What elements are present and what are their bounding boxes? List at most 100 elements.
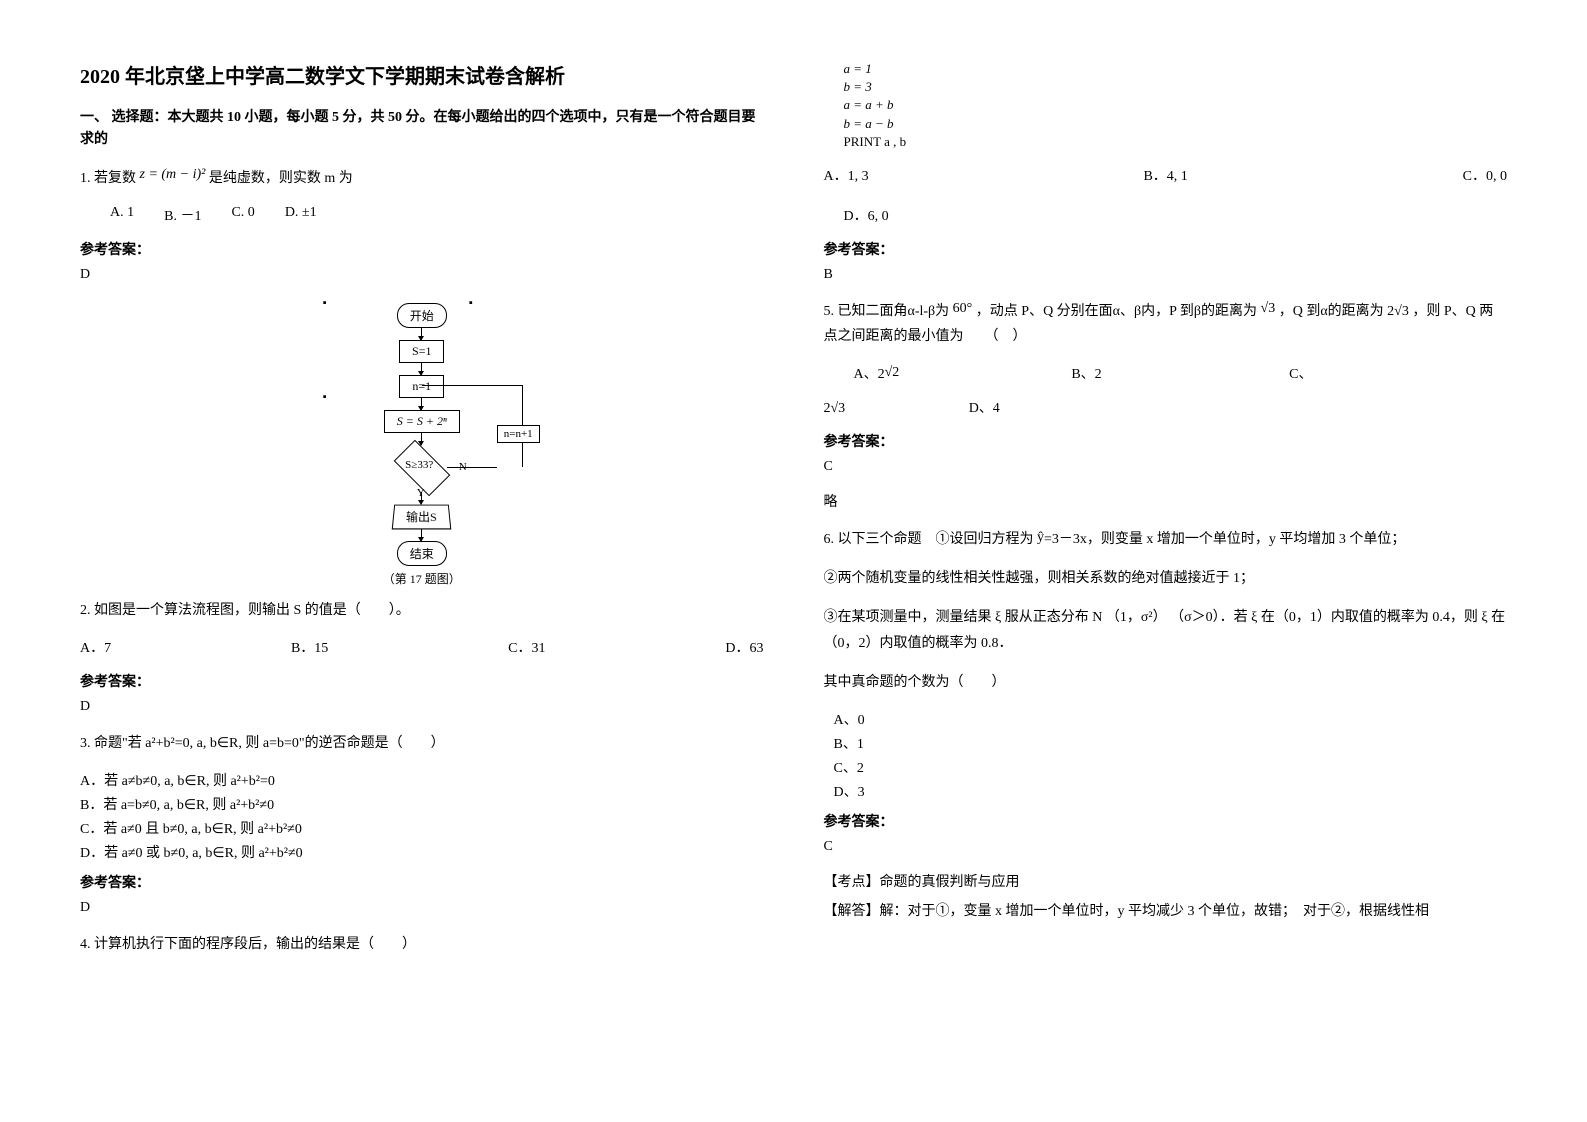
q2-opt-b: B．15 [291,637,328,657]
q2-answer: D [80,699,764,715]
q4-code: a = 1 b = 3 a = a + b b = a − b PRINT a … [844,60,1508,151]
q6-point: 【考点】命题的真假判断与应用 [824,871,1508,891]
q4-opt-d: D．6, 0 [844,205,1508,225]
q3-opt-b: B．若 a=b≠0, a, b∈R, 则 a²+b²≠0 [80,794,764,814]
q2-options: A．7 B．15 C．31 D．63 [80,637,764,657]
q6-s4: 其中真命题的个数为（ ） [824,670,1508,695]
fc-arr [421,492,422,504]
q2-answer-label: 参考答案： [80,671,764,691]
q1-answer-label: 参考答案： [80,239,764,259]
q6-opt-d: D、3 [834,781,1508,801]
q5-opt-b: B、2 [1071,363,1289,383]
q6-solution: 【解答】解：对于①，变量 x 增加一个单位时，y 平均减少 3 个单位，故错； … [824,899,1508,924]
fc-arr [421,328,422,340]
q4-answer-label: 参考答案： [824,239,1508,259]
code-l2: b = 3 [844,78,1508,96]
q6-point-text: 命题的真假判断与应用 [880,875,1020,890]
q5-opt-c: C、 [1289,363,1507,383]
fc-line-n [447,467,497,468]
fc-start: 开始 [397,303,447,328]
q1-stem-pre: 1. 若复数 [80,171,140,186]
q1-formula: z = (m − i)² [140,167,206,182]
q6-sol-text: 解：对于①，变量 x 增加一个单位时，y 平均减少 3 个单位，故错； 对于②，… [880,904,1430,919]
code-l1: a = 1 [844,60,1508,78]
q3-opt-d: D．若 a≠0 或 b≠0, a, b∈R, 则 a²+b²≠0 [80,842,764,862]
q6-point-label: 【考点】 [824,875,880,890]
left-column: 2020 年北京垡上中学高二数学文下学期期末试卷含解析 一、 选择题：本大题共 … [80,60,764,1062]
q2-opt-a: A．7 [80,637,111,657]
q6-opt-b: B、1 [834,733,1508,753]
code-l4: b = a − b [844,115,1508,133]
section-header: 一、 选择题：本大题共 10 小题，每小题 5 分，共 50 分。在每小题给出的… [80,107,764,152]
fc-step: S = S + 2ⁿ [384,410,460,433]
q3-answer: D [80,900,764,916]
question-6: 6. 以下三个命题 ①设回归方程为 ŷ=3－3x，则变量 x 增加一个单位时，y… [824,527,1508,552]
q4-opt-c: C．0, 0 [1463,165,1507,191]
q5-brief: 略 [824,491,1508,511]
fc-line-back [422,385,522,386]
fc-line-up2 [522,385,523,425]
q4-opt-a: A．1, 3 [824,165,869,191]
fc-s1: S=1 [399,340,444,363]
q1-opt-b: B. －1 [164,205,201,225]
code-l5: PRINT a , b [844,133,1508,151]
fc-out: 输出S [392,505,451,530]
q1-opt-d: D. ±1 [285,205,317,225]
question-1: 1. 若复数 z = (m − i)² 是纯虚数，则实数 m 为 [80,166,764,191]
fc-dots-right: ▪ [469,297,471,309]
q5-d1: √3 [1261,301,1276,316]
fc-inc: n=n+1 [497,425,540,443]
fc-dots-left: ▪ [323,297,325,309]
fc-arr [421,363,422,375]
q5-opt-d: D、4 [969,401,1000,416]
right-column: a = 1 b = 3 a = a + b b = a − b PRINT a … [824,60,1508,1062]
q5-sb: ，动点 P、Q 分别在面α、β内，P 到β的距离为 [972,304,1260,319]
q5-opt-a: A、2√2 [854,363,1072,383]
q3-opt-a: A．若 a≠b≠0, a, b∈R, 则 a²+b²=0 [80,770,764,790]
fc-n1: n=1 [399,375,444,398]
q1-stem-post: 是纯虚数，则实数 m 为 [209,171,353,186]
fc-line-up1 [522,443,523,467]
fc-caption: （第 17 题图） [383,570,461,587]
q1-options: A. 1 B. －1 C. 0 D. ±1 [110,205,764,225]
q6-s3: ③在某项测量中，测量结果 ξ 服从正态分布 N （1，σ²） （σ＞0）．若 ξ… [824,605,1508,655]
q4-options: A．1, 3 B．4, 1 C．0, 0 [824,165,1508,191]
question-4: 4. 计算机执行下面的程序段后，输出的结果是（ ） [80,932,764,957]
question-5: 5. 已知二面角α-l-β为 60° ，动点 P、Q 分别在面α、β内，P 到β… [824,299,1508,349]
q3-opt-c: C．若 a≠0 且 b≠0, a, b∈R, 则 a²+b²≠0 [80,818,764,838]
q2-opt-c: C．31 [508,637,545,657]
fc-arr [421,433,422,445]
question-2: 2. 如图是一个算法流程图，则输出 S 的值是（ ）。 [80,598,764,623]
q5-options-row2: 2√3 D、4 [824,397,1508,417]
q5-angle: 60° [953,301,973,316]
fc-end: 结束 [397,541,447,566]
q4-answer: B [824,267,1508,283]
q6-answer-label: 参考答案： [824,811,1508,831]
q6-s2: ②两个随机变量的线性相关性越强，则相关系数的绝对值越接近于 1； [824,566,1508,591]
q6-s1: 6. 以下三个命题 ①设回归方程为 [824,532,1038,547]
fc-arr [421,529,422,541]
fc-dots-left2: ▪ [323,391,325,403]
q6-s1b: =3－3x，则变量 x 增加一个单位时，y 平均增加 3 个单位； [1044,532,1405,547]
question-3: 3. 命题"若 a²+b²=0, a, b∈R, 则 a=b=0"的逆否命题是（… [80,731,764,756]
code-l3: a = a + b [844,96,1508,114]
q1-opt-c: C. 0 [231,205,254,225]
q6-yhat: ŷ [1037,530,1044,545]
q2-opt-d: D．63 [725,637,763,657]
q6-opt-c: C、2 [834,757,1508,777]
q5-answer-label: 参考答案： [824,431,1508,451]
q1-answer: D [80,267,764,283]
fc-arr [421,398,422,410]
page-title: 2020 年北京垡上中学高二数学文下学期期末试卷含解析 [80,60,764,89]
q6-answer: C [824,839,1508,855]
q1-opt-a: A. 1 [110,205,134,225]
q6-sol-label: 【解答】 [824,904,880,919]
q3-answer-label: 参考答案： [80,872,764,892]
q5-sa: 5. 已知二面角α-l-β为 [824,304,953,319]
q5-sc: ，Q 到α的距离为 [1275,304,1387,319]
q5-d2: 2√3 [1387,304,1409,319]
flowchart-figure: ▪ ▪ ▪ 开始 S=1 n=1 S = S + 2ⁿ S≥33? N Y n=… [80,303,764,588]
q6-opt-a: A、0 [834,709,1508,729]
q5-answer: C [824,459,1508,475]
q4-opt-b: B．4, 1 [1143,165,1187,191]
